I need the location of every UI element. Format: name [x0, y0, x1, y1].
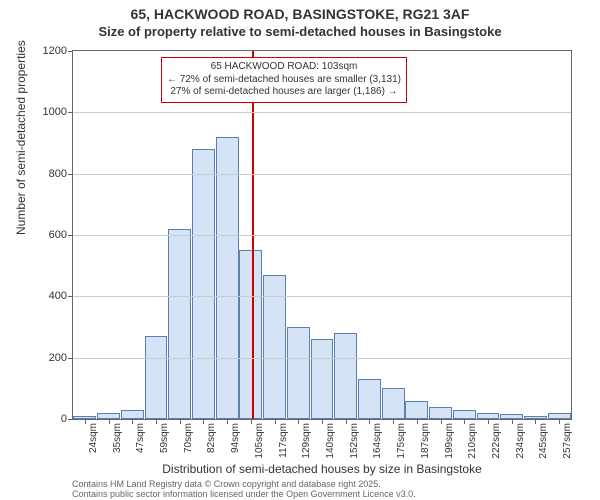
x-tick-label: 210sqm [467, 423, 478, 459]
x-tick-mark [322, 419, 323, 424]
histogram-bar [453, 410, 476, 419]
y-tick-label: 600 [49, 229, 67, 241]
x-tick-mark [488, 419, 489, 424]
x-tick-label: 222sqm [491, 423, 502, 459]
x-tick-label: 187sqm [420, 423, 431, 459]
x-tick-mark [512, 419, 513, 424]
footer-line-2: Contains public sector information licen… [72, 490, 416, 500]
x-tick-label: 24sqm [88, 423, 99, 453]
x-tick-label: 35sqm [112, 423, 123, 453]
histogram-bar [405, 401, 428, 419]
histogram-bar [121, 410, 144, 419]
y-tick-mark [68, 174, 73, 175]
x-tick-mark [464, 419, 465, 424]
x-tick-label: 164sqm [372, 423, 383, 459]
x-tick-mark [156, 419, 157, 424]
y-tick-mark [68, 51, 73, 52]
x-tick-mark [227, 419, 228, 424]
histogram-bar [334, 333, 357, 419]
histogram-bar [358, 379, 381, 419]
x-tick-label: 70sqm [183, 423, 194, 453]
gridline [73, 112, 571, 113]
plot-area: 65 HACKWOOD ROAD: 103sqm ← 72% of semi-d… [72, 50, 572, 420]
histogram-bar [168, 229, 191, 419]
x-tick-mark [535, 419, 536, 424]
x-tick-label: 199sqm [444, 423, 455, 459]
gridline [73, 358, 571, 359]
x-tick-label: 47sqm [135, 423, 146, 453]
y-tick-label: 1000 [43, 106, 67, 118]
histogram-bar [239, 250, 262, 419]
histogram-bar [216, 137, 239, 419]
x-tick-label: 59sqm [159, 423, 170, 453]
x-tick-mark [298, 419, 299, 424]
x-tick-label: 234sqm [515, 423, 526, 459]
footer-attribution: Contains HM Land Registry data © Crown c… [72, 480, 416, 500]
x-tick-mark [369, 419, 370, 424]
x-tick-label: 140sqm [325, 423, 336, 459]
x-tick-label: 117sqm [278, 423, 289, 458]
y-tick-label: 400 [49, 290, 67, 302]
x-tick-label: 105sqm [254, 423, 265, 459]
histogram-bar [145, 336, 168, 419]
x-tick-mark [251, 419, 252, 424]
x-tick-label: 82sqm [206, 423, 217, 453]
x-axis-label: Distribution of semi-detached houses by … [72, 462, 572, 476]
x-tick-mark [275, 419, 276, 424]
annotation-line-1: 65 HACKWOOD ROAD: 103sqm [167, 61, 401, 74]
x-tick-label: 94sqm [230, 423, 241, 453]
chart-container: 65, HACKWOOD ROAD, BASINGSTOKE, RG21 3AF… [0, 0, 600, 500]
annotation-box: 65 HACKWOOD ROAD: 103sqm ← 72% of semi-d… [161, 57, 407, 103]
annotation-line-3: 27% of semi-detached houses are larger (… [167, 86, 401, 99]
y-tick-label: 200 [49, 352, 67, 364]
y-tick-mark [68, 358, 73, 359]
x-tick-mark [203, 419, 204, 424]
histogram-bar [429, 407, 452, 419]
gridline [73, 174, 571, 175]
chart-title: 65, HACKWOOD ROAD, BASINGSTOKE, RG21 3AF [0, 6, 600, 22]
y-tick-mark [68, 235, 73, 236]
x-tick-mark [132, 419, 133, 424]
x-tick-label: 245sqm [538, 423, 549, 459]
x-tick-mark [441, 419, 442, 424]
x-tick-mark [346, 419, 347, 424]
y-tick-mark [68, 112, 73, 113]
y-tick-label: 800 [49, 168, 67, 180]
x-tick-mark [109, 419, 110, 424]
y-tick-mark [68, 296, 73, 297]
x-tick-mark [393, 419, 394, 424]
y-tick-label: 1200 [43, 45, 67, 57]
histogram-bar [311, 339, 334, 419]
x-tick-label: 152sqm [349, 423, 360, 459]
x-tick-mark [180, 419, 181, 424]
x-tick-label: 257sqm [562, 423, 573, 459]
gridline [73, 296, 571, 297]
gridline [73, 235, 571, 236]
y-tick-mark [68, 419, 73, 420]
histogram-bar [287, 327, 310, 419]
x-tick-label: 129sqm [301, 423, 312, 459]
x-tick-mark [85, 419, 86, 424]
x-tick-label: 175sqm [396, 423, 407, 459]
annotation-line-2: ← 72% of semi-detached houses are smalle… [167, 74, 401, 87]
x-tick-mark [559, 419, 560, 424]
chart-subtitle: Size of property relative to semi-detach… [0, 24, 600, 39]
histogram-bar [192, 149, 215, 419]
x-tick-mark [417, 419, 418, 424]
histogram-bar [382, 388, 405, 419]
y-tick-label: 0 [61, 413, 67, 425]
y-axis-label: Number of semi-detached properties [14, 40, 28, 235]
